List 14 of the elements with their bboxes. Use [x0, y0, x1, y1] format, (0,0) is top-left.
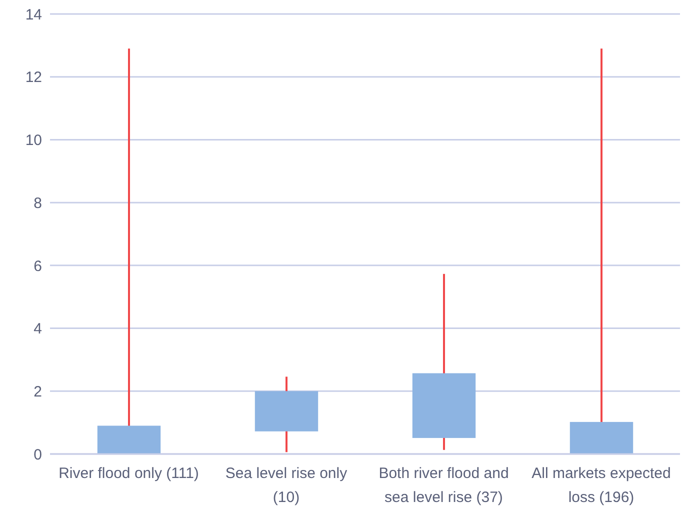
y-tick-label: 4 [34, 320, 42, 338]
y-tick-label: 14 [25, 6, 42, 24]
x-tick-label: Both river flood and sea level rise (37) [378, 465, 509, 506]
candlestick [97, 48, 161, 454]
y-tick-label: 10 [25, 132, 42, 150]
x-tick-label: River flood only (111) [58, 465, 199, 482]
x-tick-label: Sea level rise only (10) [225, 465, 348, 506]
y-tick-label: 6 [34, 258, 42, 275]
x-tick-label: All markets expected loss (196) [532, 465, 671, 506]
y-tick-label: 8 [34, 194, 42, 212]
y-tick-label: 2 [34, 383, 42, 400]
y-tick-label: 12 [25, 69, 42, 86]
candlestick [570, 48, 634, 454]
y-tick-label: 0 [34, 446, 42, 464]
